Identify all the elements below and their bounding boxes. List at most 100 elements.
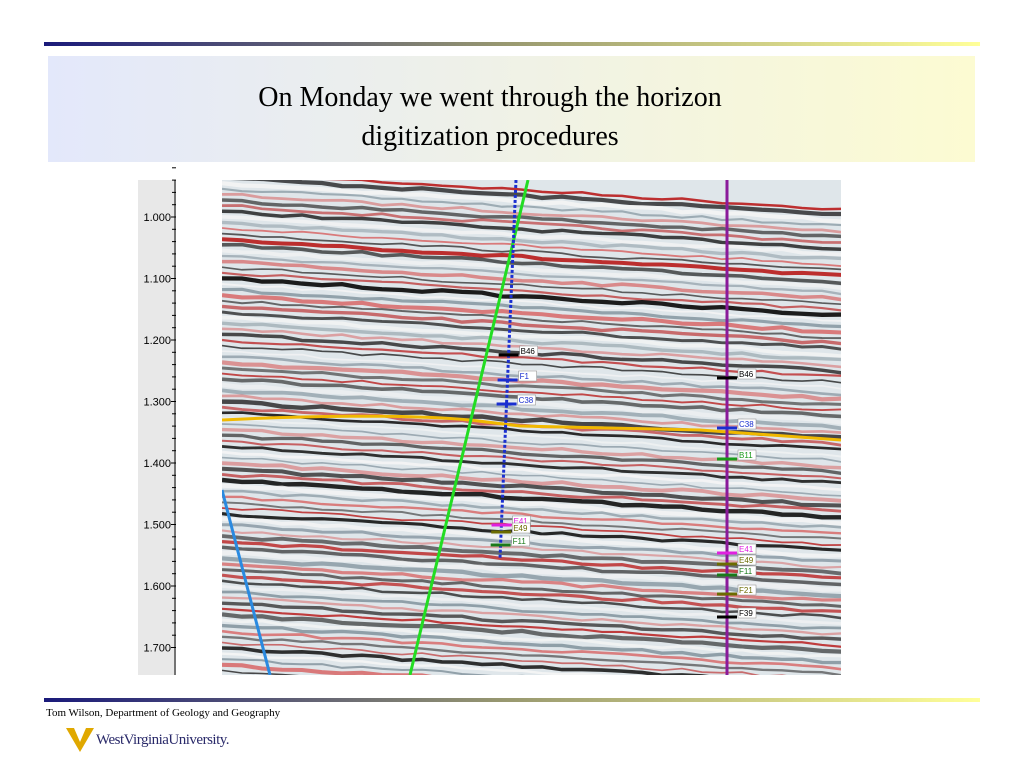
seismic-band xyxy=(222,652,623,675)
seismic-band xyxy=(222,198,841,239)
seismic-band xyxy=(222,676,842,713)
fault xyxy=(408,180,530,675)
axis-label: 1.300 xyxy=(143,397,171,409)
seismic-band xyxy=(222,607,841,648)
marker-label-bg xyxy=(737,554,757,566)
seismic-band xyxy=(222,629,841,671)
seismic-band xyxy=(222,276,841,317)
axis-panel xyxy=(138,180,176,675)
seismic-band xyxy=(222,372,841,412)
marker-label: C38 xyxy=(739,420,754,429)
axis-label: 1.100 xyxy=(143,274,171,286)
seismic-band xyxy=(222,187,841,227)
seismic-band xyxy=(222,646,710,675)
axis-label: 1.400 xyxy=(143,458,171,470)
seismic-band xyxy=(222,698,842,736)
marker-label-bg xyxy=(737,543,757,555)
marker-label-bg xyxy=(511,522,531,534)
marker-label-bg xyxy=(737,565,757,577)
seismic-band xyxy=(222,687,842,723)
seismic-band xyxy=(222,242,841,286)
seismic-band xyxy=(222,501,841,540)
title: digitization procedures xyxy=(361,121,618,152)
seismic-band xyxy=(222,304,841,346)
seismic-band xyxy=(222,612,841,654)
seismic-band xyxy=(230,180,841,217)
seismic-band xyxy=(222,293,841,335)
logo-mark xyxy=(66,728,94,752)
bottom-rule xyxy=(44,698,980,702)
seismic-band xyxy=(222,287,841,329)
marker-label-bg xyxy=(737,584,757,596)
seismic-band xyxy=(222,433,841,475)
seismic-band xyxy=(222,618,841,658)
seismic-band xyxy=(222,495,841,535)
axis-label: 1.200 xyxy=(143,335,171,347)
footer-credit: Tom Wilson, Department of Geology and Ge… xyxy=(46,707,281,719)
seismic-band xyxy=(222,573,841,613)
marker-label-bg xyxy=(737,368,757,380)
marker-label-bg xyxy=(737,449,757,461)
marker-label: F11 xyxy=(739,567,753,576)
seismic-band xyxy=(222,641,787,675)
marker-label: F39 xyxy=(739,609,753,618)
marker-label-bg xyxy=(511,535,530,547)
marker-label: F21 xyxy=(739,586,753,595)
seismic-band xyxy=(222,315,841,358)
seismic-band xyxy=(222,507,841,547)
seismic-band xyxy=(222,601,841,641)
seismic-band xyxy=(222,266,841,305)
axis-label: 1.700 xyxy=(143,643,171,655)
seismic-band xyxy=(222,596,841,636)
seismic-band xyxy=(222,635,841,675)
seismic-band xyxy=(222,550,841,592)
seismic-band xyxy=(222,259,841,302)
axis-label: 1.600 xyxy=(143,581,171,593)
marker-label: E41 xyxy=(514,517,529,526)
seismic-band xyxy=(222,489,841,529)
seismic-band xyxy=(222,590,841,630)
seismic-band xyxy=(222,568,841,608)
logo-text: WestVirginiaUniversity. xyxy=(96,732,229,748)
axis-label: 1.000 xyxy=(143,212,171,224)
seismic-band xyxy=(222,310,841,351)
seismic-band xyxy=(222,214,841,257)
top-rule xyxy=(44,42,980,46)
seismic-band xyxy=(222,181,841,224)
seismic-band xyxy=(222,204,841,244)
marker-label: B11 xyxy=(739,451,753,460)
seismic-band xyxy=(222,192,841,234)
seismic-band xyxy=(222,254,841,296)
marker-label: E41 xyxy=(739,545,754,554)
marker-label: B46 xyxy=(739,370,754,379)
marker-label-bg xyxy=(737,607,757,619)
seismic-band xyxy=(222,450,841,492)
seismic-band xyxy=(222,299,841,340)
seismic-band xyxy=(222,439,841,480)
seismic-band xyxy=(222,483,841,526)
seismic-band xyxy=(222,444,841,485)
seismic-band xyxy=(222,271,841,312)
seismic-band xyxy=(222,477,841,520)
seismic-band xyxy=(222,466,841,508)
marker-label: F11 xyxy=(513,537,527,546)
seismic-band xyxy=(222,248,841,291)
seismic-band xyxy=(222,658,526,675)
seismic-band xyxy=(222,623,841,665)
seismic-band xyxy=(222,411,841,451)
seismic-band xyxy=(222,456,841,497)
seismic-band xyxy=(222,232,841,271)
marker-label-bg xyxy=(737,418,757,430)
title: On Monday we went through the horizon xyxy=(258,82,721,113)
marker-label-bg xyxy=(517,394,536,406)
marker-label-bg xyxy=(519,345,538,357)
marker-label: B46 xyxy=(521,347,536,356)
seismic-band xyxy=(222,366,841,406)
marker-label: C38 xyxy=(519,396,534,405)
seismic-band xyxy=(222,209,841,252)
well-path xyxy=(498,180,518,559)
marker-label-bg xyxy=(518,370,537,382)
seismic-band xyxy=(222,220,841,261)
seismic-band xyxy=(222,237,841,277)
